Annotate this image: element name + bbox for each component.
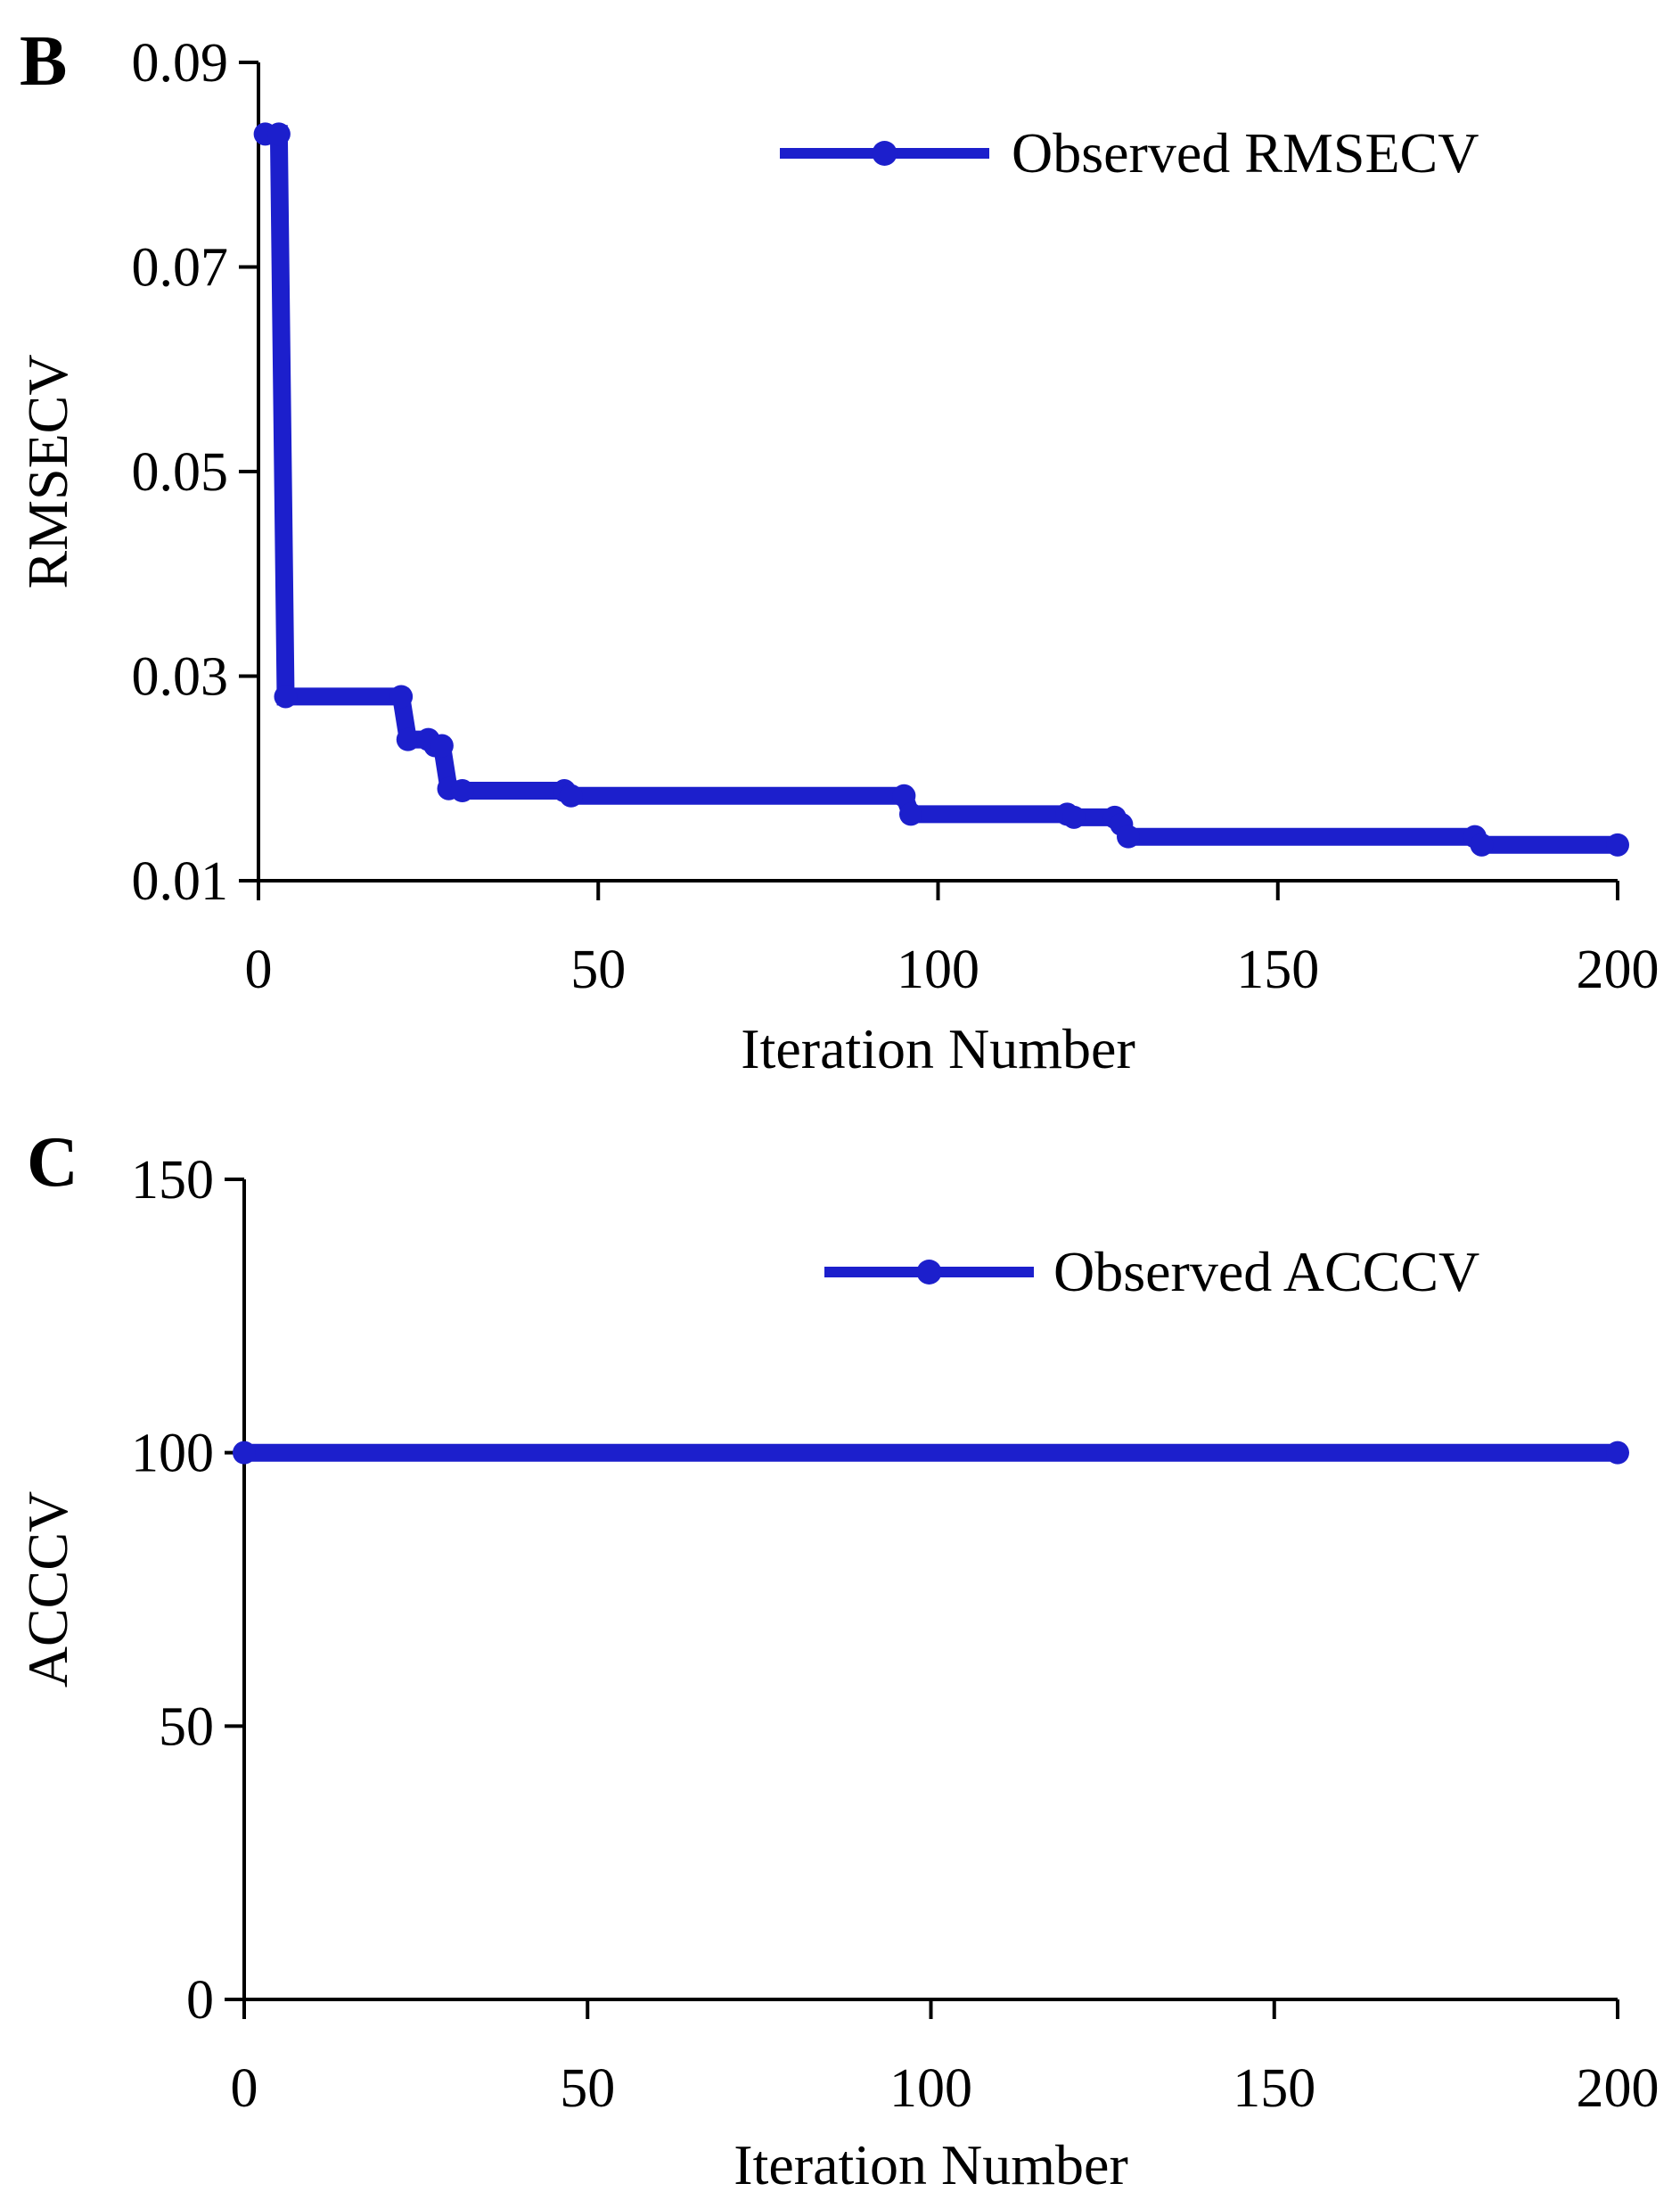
- y-tick-label: 0.09: [132, 33, 229, 94]
- x-tick-label: 150: [1233, 2058, 1315, 2119]
- data-point: [1062, 805, 1086, 829]
- x-axis-title: Iteration Number: [733, 2133, 1128, 2196]
- x-tick-label: 50: [570, 940, 626, 1000]
- data-point: [274, 685, 298, 709]
- data-point: [233, 1441, 256, 1465]
- y-axis-title: ACCCV: [16, 1491, 79, 1688]
- data-point: [1606, 1441, 1629, 1465]
- y-tick-label: 100: [131, 1424, 214, 1484]
- panel-label: C: [27, 1123, 78, 1202]
- legend-label: Observed RMSECV: [1012, 121, 1479, 185]
- data-point: [389, 685, 414, 709]
- legend-marker: [916, 1260, 942, 1285]
- x-tick-label: 200: [1577, 940, 1660, 1000]
- data-point: [899, 802, 922, 826]
- x-tick-label: 200: [1577, 2058, 1660, 2119]
- data-point: [892, 784, 916, 808]
- data-point: [266, 122, 291, 146]
- data-point: [1470, 833, 1494, 857]
- x-tick-label: 0: [245, 940, 273, 1000]
- y-tick-label: 0: [186, 1970, 214, 2031]
- y-tick-label: 0.01: [132, 851, 229, 912]
- legend-marker: [872, 141, 897, 166]
- y-tick-label: 0.07: [132, 238, 229, 299]
- data-point: [559, 784, 583, 808]
- data-point: [396, 727, 420, 751]
- legend-label: Observed ACCCV: [1053, 1240, 1479, 1303]
- data-point: [1117, 825, 1140, 849]
- x-tick-label: 150: [1236, 940, 1319, 1000]
- panel-label: B: [20, 22, 67, 101]
- series-line: [265, 125, 1618, 854]
- data-point: [450, 779, 474, 803]
- y-tick-label: 50: [159, 1696, 214, 1757]
- x-tick-label: 100: [897, 940, 979, 1000]
- x-tick-label: 0: [231, 2058, 258, 2119]
- data-point: [1606, 833, 1629, 857]
- y-tick-label: 150: [131, 1150, 214, 1211]
- y-tick-label: 0.03: [132, 647, 229, 708]
- x-tick-label: 50: [560, 2058, 615, 2119]
- x-axis-title: Iteration Number: [741, 1017, 1135, 1080]
- y-tick-label: 0.05: [132, 442, 229, 503]
- y-axis-title: RMSECV: [16, 354, 79, 588]
- data-point: [430, 734, 454, 758]
- x-tick-label: 100: [889, 2058, 972, 2119]
